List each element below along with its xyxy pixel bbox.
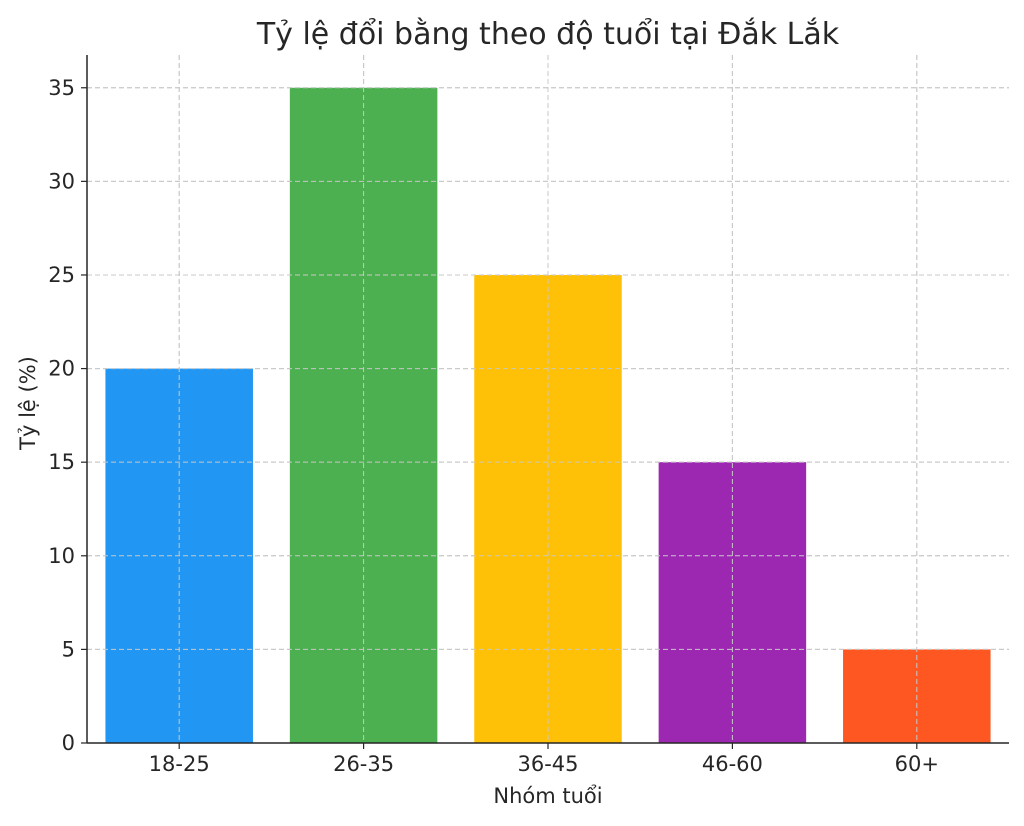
y-ticks: 0 5 10 15 20 25 30 35 bbox=[48, 76, 87, 755]
x-axis-label: Nhóm tuổi bbox=[493, 784, 602, 808]
x-tick-label: 36-45 bbox=[517, 752, 578, 776]
y-tick-label: 10 bbox=[48, 544, 75, 568]
y-tick-label: 5 bbox=[62, 637, 75, 661]
y-tick-label: 15 bbox=[48, 450, 75, 474]
y-tick-label: 35 bbox=[48, 76, 75, 100]
y-tick-label: 20 bbox=[48, 357, 75, 381]
y-tick-label: 0 bbox=[62, 731, 75, 755]
x-tick-label: 60+ bbox=[895, 752, 939, 776]
y-tick-label: 30 bbox=[48, 169, 75, 193]
x-tick-label: 18-25 bbox=[149, 752, 210, 776]
y-axis-label: Tỷ lệ (%) bbox=[16, 356, 40, 451]
chart-title: Tỷ lệ đổi bằng theo độ tuổi tại Đắk Lắk bbox=[256, 16, 840, 52]
bars bbox=[87, 55, 1009, 744]
x-ticks: 18-25 26-35 36-45 46-60 60+ bbox=[149, 743, 939, 776]
y-tick-label: 25 bbox=[48, 263, 75, 287]
x-tick-label: 26-35 bbox=[333, 752, 394, 776]
x-tick-label: 46-60 bbox=[702, 752, 763, 776]
